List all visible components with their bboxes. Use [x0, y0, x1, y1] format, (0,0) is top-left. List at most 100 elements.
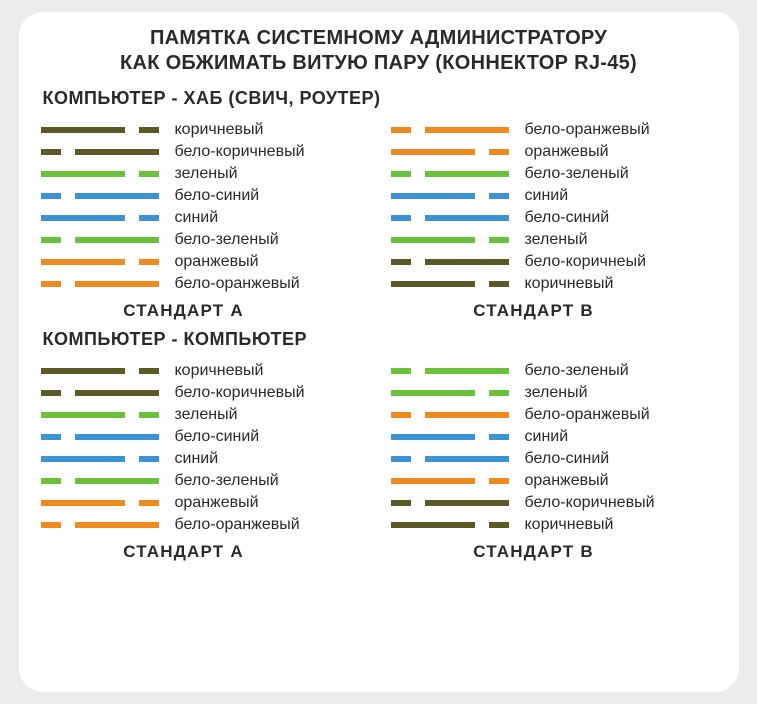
wire-bar-short: [139, 368, 159, 374]
standard-column: коричневый бело-коричневый зеленый бело-син…: [41, 360, 367, 562]
wire-row: коричневый: [41, 360, 367, 382]
wire-row: бело-синий: [391, 207, 717, 229]
wire-label: бело-коричневый: [175, 143, 305, 161]
wire-row: оранжевый: [391, 470, 717, 492]
wire-label: бело-синий: [525, 450, 610, 468]
wire-bar-short: [489, 522, 509, 528]
standard-column: бело-зеленый зеленый бело-оранжевый синий бе…: [391, 360, 717, 562]
wire-row: бело-оранжевый: [41, 514, 367, 536]
wire-bar-short: [391, 456, 411, 462]
wire-bar-short: [391, 412, 411, 418]
wire-bar-long: [425, 412, 509, 418]
wire-row: бело-синий: [391, 448, 717, 470]
wire-bar-long: [75, 478, 159, 484]
wire-row: бело-коричнеый: [391, 251, 717, 273]
wire-row: коричневый: [391, 273, 717, 295]
wire-label: бело-оранжевый: [175, 516, 300, 534]
wire-bar-short: [489, 193, 509, 199]
wire-label: синий: [525, 187, 569, 205]
wire-bar-short: [489, 390, 509, 396]
wire-bar-long: [391, 237, 475, 243]
wire-label: бело-синий: [175, 187, 260, 205]
wire-label: оранжевый: [525, 472, 609, 490]
wire-label: коричневый: [525, 275, 614, 293]
wire-row: бело-синий: [41, 426, 367, 448]
wire-bar-short: [489, 281, 509, 287]
wire-bar-short: [139, 412, 159, 418]
wire-bar-long: [425, 259, 509, 265]
wire-bar-long: [391, 522, 475, 528]
section-heading: КОМПЬЮТЕР - КОМПЬЮТЕР: [43, 329, 717, 350]
wire-bar-short: [139, 171, 159, 177]
title-line-2: КАК ОБЖИМАТЬ ВИТУЮ ПАРУ (КОННЕКТОР RJ-45…: [120, 52, 637, 74]
wire-bar-long: [425, 500, 509, 506]
wire-row: бело-оранжевый: [391, 404, 717, 426]
wire-row: оранжевый: [41, 251, 367, 273]
wire-row: зеленый: [391, 229, 717, 251]
wire-bar-long: [41, 259, 125, 265]
standard-name: СТАНДАРТ В: [391, 542, 717, 562]
wire-row: зеленый: [391, 382, 717, 404]
wire-row: бело-оранжевый: [391, 119, 717, 141]
wire-bar-long: [75, 193, 159, 199]
wire-bar-short: [489, 149, 509, 155]
section: КОМПЬЮТЕР - ХАБ (СВИЧ, РОУТЕР)коричневый…: [41, 88, 717, 321]
wire-bar-short: [139, 259, 159, 265]
wire-bar-short: [41, 434, 61, 440]
wire-bar-short: [391, 127, 411, 133]
wire-bar-short: [391, 500, 411, 506]
wire-bar-long: [391, 149, 475, 155]
wire-row: бело-зеленый: [391, 360, 717, 382]
wire-bar-long: [425, 215, 509, 221]
wire-bar-long: [41, 171, 125, 177]
wire-row: оранжевый: [41, 492, 367, 514]
wire-label: зеленый: [525, 384, 588, 402]
title-line-1: ПАМЯТКА СИСТЕМНОМУ АДМИНИСТРАТОРУ: [150, 27, 607, 49]
wire-row: синий: [391, 185, 717, 207]
wire-row: синий: [391, 426, 717, 448]
sections-container: КОМПЬЮТЕР - ХАБ (СВИЧ, РОУТЕР)коричневый…: [41, 88, 717, 562]
wire-label: бело-зеленый: [525, 362, 629, 380]
wire-label: бело-синий: [525, 209, 610, 227]
wire-row: бело-коричневый: [41, 382, 367, 404]
wire-row: бело-синий: [41, 185, 367, 207]
wire-bar-short: [41, 149, 61, 155]
wire-bar-short: [489, 237, 509, 243]
page-title: ПАМЯТКА СИСТЕМНОМУ АДМИНИСТРАТОРУ КАК ОБ…: [41, 26, 717, 76]
wire-label: коричневый: [175, 362, 264, 380]
wire-label: бело-зеленый: [175, 472, 279, 490]
wire-bar-long: [41, 215, 125, 221]
wire-row: синий: [41, 448, 367, 470]
wire-bar-long: [425, 368, 509, 374]
wire-bar-long: [75, 149, 159, 155]
wire-bar-short: [139, 500, 159, 506]
wire-bar-long: [41, 127, 125, 133]
wire-bar-short: [41, 522, 61, 528]
wire-bar-long: [41, 500, 125, 506]
wire-label: бело-коричневый: [525, 494, 655, 512]
section: КОМПЬЮТЕР - КОМПЬЮТЕР коричневый бело-кори…: [41, 329, 717, 562]
wire-row: бело-коричневый: [41, 141, 367, 163]
wire-bar-long: [391, 193, 475, 199]
wire-bar-short: [489, 434, 509, 440]
standard-name: СТАНДАРТ А: [41, 301, 367, 321]
wire-bar-long: [391, 281, 475, 287]
standards-row: коричневый бело-коричневый зеленый бело-син…: [41, 119, 717, 321]
wire-label: бело-зеленый: [525, 165, 629, 183]
wire-label: бело-зеленый: [175, 231, 279, 249]
wire-bar-long: [75, 522, 159, 528]
wire-row: зеленый: [41, 404, 367, 426]
standard-column: бело-оранжевыйоранжевый бело-зеленый синий…: [391, 119, 717, 321]
wire-row: синий: [41, 207, 367, 229]
wire-bar-long: [75, 390, 159, 396]
wire-row: оранжевый: [391, 141, 717, 163]
wire-row: зеленый: [41, 163, 367, 185]
wire-label: коричневый: [525, 516, 614, 534]
wire-bar-short: [391, 215, 411, 221]
wire-label: бело-оранжевый: [525, 406, 650, 424]
wire-bar-short: [139, 127, 159, 133]
wire-label: бело-синий: [175, 428, 260, 446]
wire-label: бело-коричневый: [175, 384, 305, 402]
wire-label: зеленый: [175, 165, 238, 183]
wire-label: зеленый: [525, 231, 588, 249]
